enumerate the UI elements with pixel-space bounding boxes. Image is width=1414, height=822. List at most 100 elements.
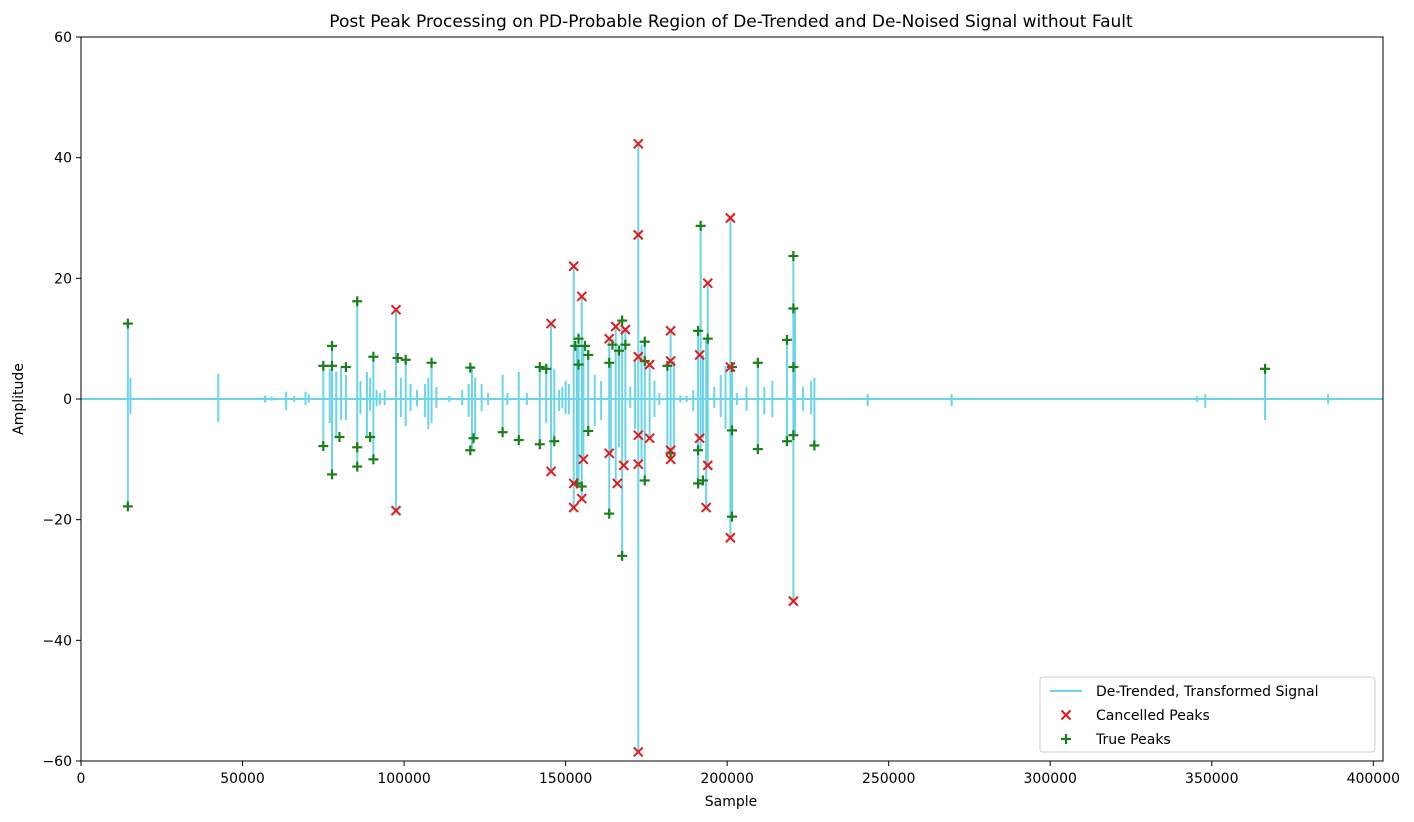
true-peak-13 [368, 351, 379, 362]
true-peak-65 [1260, 363, 1271, 374]
cancelled-peak-4 [568, 261, 579, 272]
signal-layer [81, 143, 1383, 752]
true-peak-63 [788, 430, 799, 441]
cancelled-peak-17 [633, 229, 644, 241]
true-peak-33 [583, 349, 594, 360]
cancelled-peak-19 [633, 429, 644, 441]
true-peak-14 [368, 454, 379, 465]
true-peak-18 [465, 362, 476, 373]
true-peak-9 [352, 296, 363, 307]
x-axis-label: Sample [705, 794, 758, 810]
x-axis: 0 50000 100000 150000 200000 250000 300000 3500… [77, 761, 1400, 787]
true-peak-32 [580, 340, 590, 351]
x-tick-label-0: 0 [77, 771, 86, 787]
true-peak-15 [392, 352, 403, 363]
cancelled-peak-34 [725, 361, 736, 373]
true-peak-17 [426, 357, 437, 368]
true-peak-48 [695, 220, 706, 231]
true-peak-2 [318, 360, 329, 371]
marker-layer [122, 138, 1271, 758]
true-peak-54 [727, 425, 737, 436]
legend-plus-glyph [1061, 734, 1071, 744]
cancelled-peak-28 [694, 349, 705, 361]
cancelled-peak-11 [604, 448, 615, 459]
cancelled-peak-32 [700, 502, 712, 513]
legend-true-label: True Peaks [1095, 732, 1171, 748]
true-peak-52 [702, 333, 713, 344]
true-peak-42 [639, 336, 650, 347]
x-tick-label-1: 50000 [220, 771, 265, 787]
true-peak-20 [468, 433, 479, 444]
x-tick-label-3: 150000 [539, 771, 592, 787]
true-peak-29 [573, 359, 584, 370]
legend-box [1039, 676, 1376, 753]
true-peak-47 [693, 325, 704, 336]
true-peak-64 [809, 440, 820, 451]
true-peak-28 [573, 333, 584, 344]
x-tick-label-2: 100000 [377, 771, 430, 787]
cancelled-peak-9 [576, 493, 587, 504]
true-peak-61 [788, 303, 799, 314]
legend-cancelled-marker [1060, 709, 1072, 721]
cancelled-peak-20 [633, 458, 644, 470]
cancelled-peak-31 [702, 460, 713, 471]
cancelled-peak-16 [633, 138, 644, 149]
true-peak-40 [620, 339, 631, 350]
chart-title: Post Peak Processing on PD-Probable Regi… [329, 12, 1133, 32]
true-peak-22 [513, 435, 524, 446]
true-peak-7 [334, 432, 345, 443]
cancelled-peak-22 [644, 359, 655, 370]
true-peak-6 [327, 469, 338, 480]
cancelled-peak-23 [644, 433, 655, 444]
cancelled-peak-6 [568, 502, 579, 513]
true-peak-25 [541, 363, 552, 374]
true-peak-27 [570, 340, 581, 351]
legend-cancelled-label: Cancelled Peaks [1096, 708, 1210, 724]
true-peak-19 [465, 445, 476, 456]
true-peak-23 [534, 362, 545, 373]
x-tick-label-5: 250000 [862, 771, 915, 787]
true-peak-36 [604, 508, 615, 519]
true-peak-53 [727, 362, 737, 373]
true-peak-58 [781, 334, 792, 345]
cancelled-peak-0 [390, 304, 402, 315]
legend-true-marker [1061, 734, 1071, 744]
true-peak-55 [727, 511, 737, 522]
cancelled-peak-29 [694, 433, 705, 444]
true-peak-34 [583, 425, 594, 436]
y-tick-label-4: 20 [54, 271, 72, 287]
x-tick-label-8: 400000 [1347, 771, 1400, 787]
cancelled-peak-12 [610, 321, 621, 332]
cancelled-peak-3 [545, 466, 557, 477]
true-peak-26 [549, 436, 560, 447]
cancelled-peak-13 [612, 478, 623, 489]
true-peak-21 [497, 427, 508, 438]
true-peak-49 [693, 445, 704, 456]
cancelled-peak-10 [604, 333, 615, 344]
true-peak-12 [365, 432, 376, 443]
true-peak-10 [352, 442, 363, 453]
legend: De-Trended, Transformed Signal Cancelled… [1039, 676, 1376, 753]
cancelled-peak-35 [725, 532, 736, 543]
cancelled-peak-2 [545, 318, 557, 329]
y-tick-label-5: 40 [54, 151, 72, 167]
true-peak-39 [617, 315, 628, 326]
cancelled-peak-5 [568, 478, 579, 489]
y-axis: −60 −40 −20 0 20 40 60 [42, 30, 81, 770]
true-peak-0 [122, 318, 133, 329]
cancelled-peak-8 [578, 454, 589, 465]
true-peak-45 [662, 360, 673, 371]
true-peak-60 [788, 251, 799, 262]
true-peak-62 [788, 362, 799, 373]
true-peak-51 [697, 475, 708, 486]
true-peak-1 [122, 501, 133, 512]
y-tick-label-2: −20 [42, 513, 72, 529]
true-peak-31 [576, 481, 587, 492]
cancelled-peak-21 [633, 746, 644, 758]
y-tick-label-0: −60 [42, 754, 72, 770]
true-peak-3 [318, 441, 329, 452]
true-peak-5 [327, 360, 338, 371]
true-peak-4 [327, 340, 338, 351]
cancelled-peak-30 [702, 277, 713, 289]
true-peak-59 [781, 436, 792, 447]
